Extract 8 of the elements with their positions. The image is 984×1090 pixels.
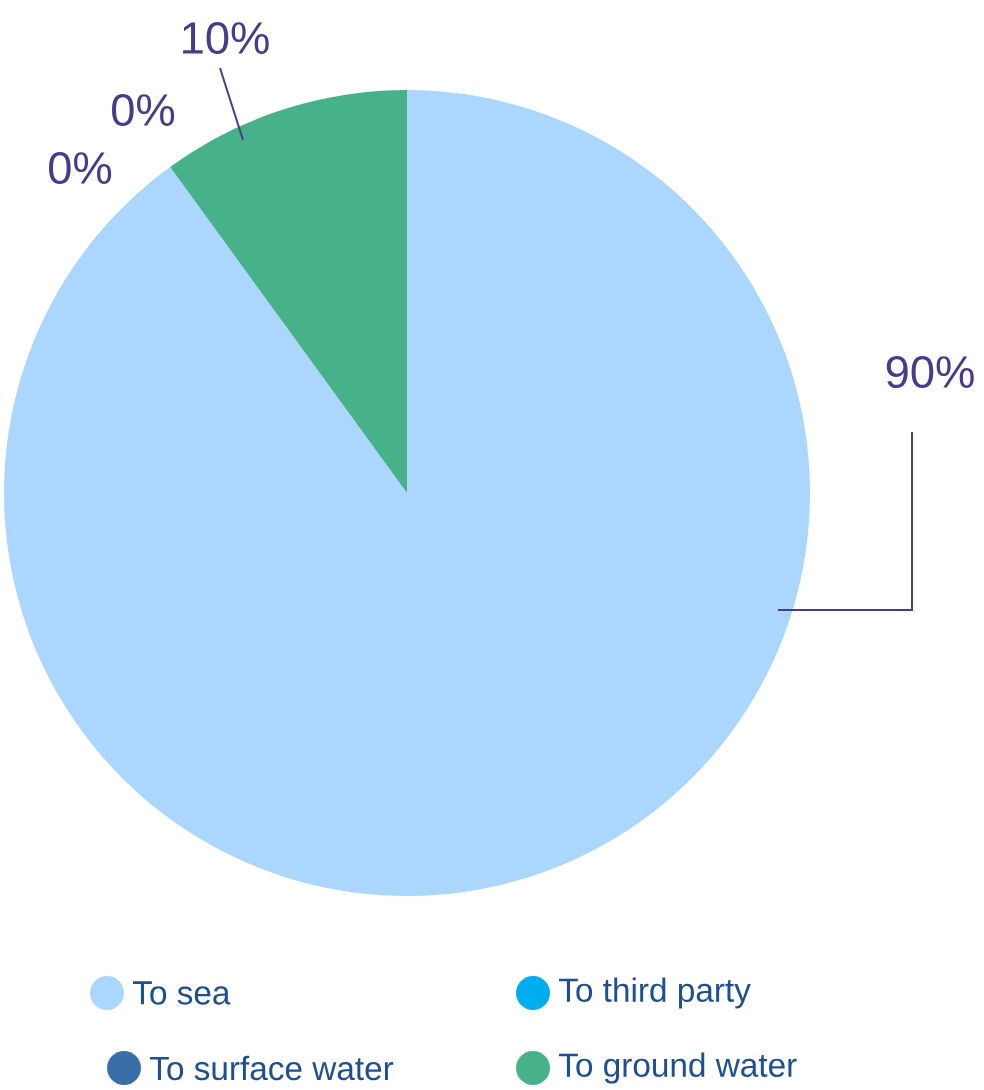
legend-label: To third party [559, 977, 751, 1009]
legend-label: To ground water [559, 1052, 797, 1084]
text: 0% [112, 93, 175, 127]
data-label: 10% [183, 21, 269, 55]
legend-label: To surface water [150, 1055, 394, 1081]
text: 0% [49, 151, 112, 185]
data-label: 90% [886, 355, 974, 389]
legend-label: To sea [133, 981, 231, 1005]
